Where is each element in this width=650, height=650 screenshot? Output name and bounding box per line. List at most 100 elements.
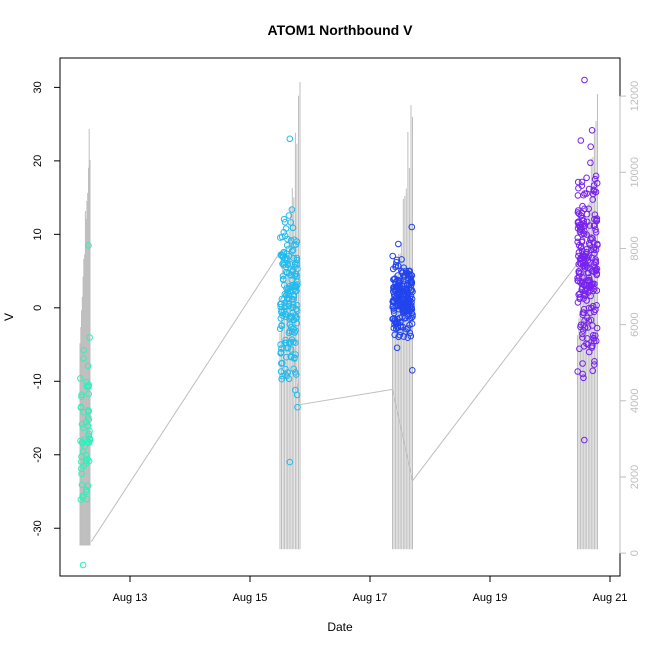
data-point <box>390 307 398 314</box>
data-point <box>592 246 600 254</box>
data-point <box>286 135 294 143</box>
data-point <box>292 305 300 313</box>
data-point <box>286 328 294 335</box>
data-point <box>586 222 594 229</box>
data-point <box>79 492 86 500</box>
data-point <box>282 268 290 276</box>
data-point <box>394 285 401 292</box>
data-point <box>286 458 294 466</box>
data-point <box>574 192 582 199</box>
data-point <box>287 237 295 244</box>
data-point <box>577 254 584 262</box>
data-point <box>580 191 587 199</box>
data-point <box>591 211 599 218</box>
x-axis-label: Date <box>327 620 353 634</box>
data-point <box>86 435 93 442</box>
y2-tick-label: 8000 <box>629 236 641 260</box>
data-point <box>293 313 300 321</box>
data-point <box>581 436 588 444</box>
data-point <box>277 349 285 356</box>
data-point <box>288 248 296 255</box>
data-point <box>397 319 404 326</box>
data-point <box>407 332 415 340</box>
data-point <box>584 277 592 284</box>
plot-frame <box>59 57 621 577</box>
data-point <box>291 263 298 271</box>
data-point <box>402 328 410 335</box>
x-axis: Aug 13 Aug 15 Aug 17 Aug 19 Aug 21 <box>113 575 627 604</box>
data-point <box>389 315 396 323</box>
data-point <box>279 276 287 284</box>
data-point <box>85 390 92 398</box>
data-point <box>82 460 90 467</box>
data-point <box>575 261 583 268</box>
data-point <box>277 300 284 308</box>
data-point <box>399 313 406 321</box>
data-point <box>587 309 594 316</box>
data-point <box>585 269 592 277</box>
data-point <box>84 456 91 463</box>
data-point <box>282 225 290 232</box>
data-point <box>77 375 84 382</box>
data-point <box>584 324 592 331</box>
data-point <box>574 178 582 186</box>
data-point <box>593 265 601 273</box>
data-point <box>394 262 402 270</box>
data-point <box>579 215 586 222</box>
data-point <box>288 295 296 303</box>
data-point <box>393 344 401 352</box>
data-point <box>291 354 298 361</box>
data-point <box>291 236 298 244</box>
data-point <box>280 307 288 315</box>
data-point <box>408 295 416 303</box>
data-point <box>390 324 398 332</box>
data-point <box>287 346 295 353</box>
data-point <box>583 210 591 218</box>
data-point <box>285 212 293 219</box>
data-point <box>575 210 583 218</box>
y-tick-label: 10 <box>32 228 44 240</box>
data-point <box>578 217 586 224</box>
data-point <box>293 319 301 327</box>
data-point <box>589 302 597 310</box>
data-point <box>83 486 90 494</box>
data-point <box>591 361 598 368</box>
data-point <box>82 418 90 426</box>
data-point <box>400 273 408 280</box>
data-point <box>287 272 294 279</box>
data-point <box>84 422 92 430</box>
data-point <box>86 334 93 341</box>
data-point <box>579 330 586 338</box>
data-point <box>84 482 92 490</box>
data-point <box>283 242 291 249</box>
data-point <box>589 332 597 339</box>
y2-tick-label: 4000 <box>629 389 641 413</box>
data-point <box>575 268 583 276</box>
data-point <box>577 137 585 144</box>
data-point <box>396 297 404 304</box>
y2-axis: 0 2000 4000 6000 8000 10000 12000 <box>619 81 641 556</box>
data-point <box>85 242 92 249</box>
data-point <box>85 439 93 447</box>
data-point <box>277 234 284 241</box>
data-point <box>80 346 87 354</box>
data-point <box>578 178 586 186</box>
data-point <box>281 290 289 298</box>
data-point <box>593 302 600 309</box>
data-point <box>589 367 597 375</box>
data-point <box>396 331 404 339</box>
x-tick-label: Aug 19 <box>473 592 508 604</box>
data-point <box>593 215 601 222</box>
data-point <box>282 371 289 379</box>
data-point <box>398 256 405 263</box>
data-point <box>403 285 411 292</box>
data-point <box>288 276 296 284</box>
data-point <box>401 307 409 315</box>
data-point <box>590 182 598 189</box>
data-point <box>580 305 588 313</box>
data-point <box>400 304 407 311</box>
data-point <box>586 278 594 286</box>
data-point <box>404 281 411 289</box>
data-point <box>400 291 407 299</box>
